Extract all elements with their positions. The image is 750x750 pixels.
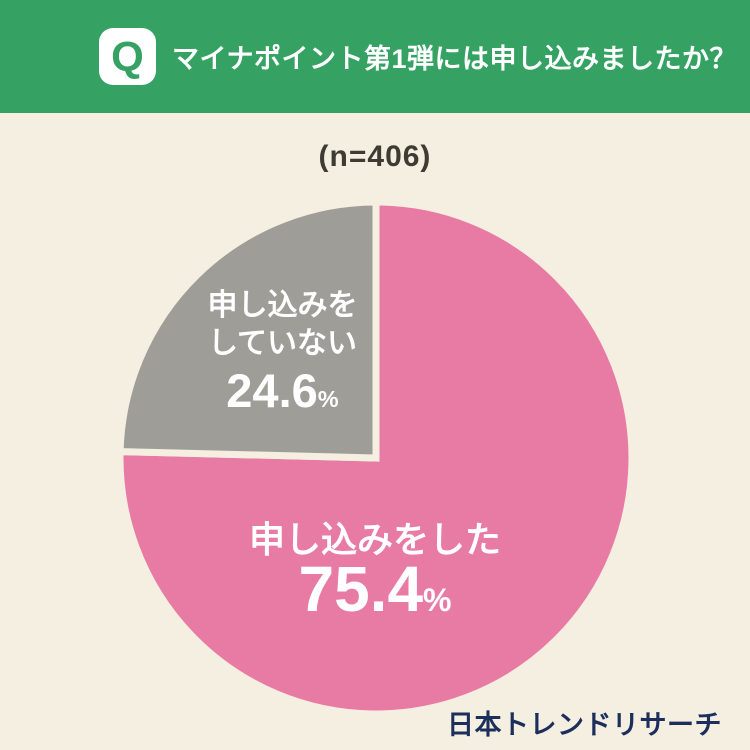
q-badge-letter: Q [111, 32, 144, 80]
slice-value-not-applied-number: 24.6 [226, 364, 318, 417]
pie-slice-1 [116, 198, 380, 462]
slice-value-applied-number: 75.4 [298, 553, 424, 625]
slice-value-not-applied: 24.6% [160, 363, 405, 418]
slice-label-applied: 申し込みをした [248, 519, 501, 560]
pie-chart [116, 198, 636, 718]
q-badge-icon: Q [99, 28, 156, 85]
brand-logo-text: 日本トレンドリサーチ [447, 710, 722, 740]
pie-chart-container [116, 198, 636, 718]
question-header: Q マイナポイント第1弾には申し込みましたか？ [0, 0, 750, 113]
percent-sign: % [423, 582, 452, 618]
percent-sign: % [317, 386, 339, 412]
slice-label-not-applied: 申し込みを していない [160, 287, 405, 363]
slice-label-not-applied-line1: 申し込みを [207, 289, 358, 322]
slice-label-not-applied-line2: していない [207, 327, 358, 360]
sample-size-label: (n=406) [318, 140, 432, 173]
slice-value-applied: 75.4% [0, 552, 750, 626]
question-text: マイナポイント第1弾には申し込みましたか？ [172, 44, 737, 74]
